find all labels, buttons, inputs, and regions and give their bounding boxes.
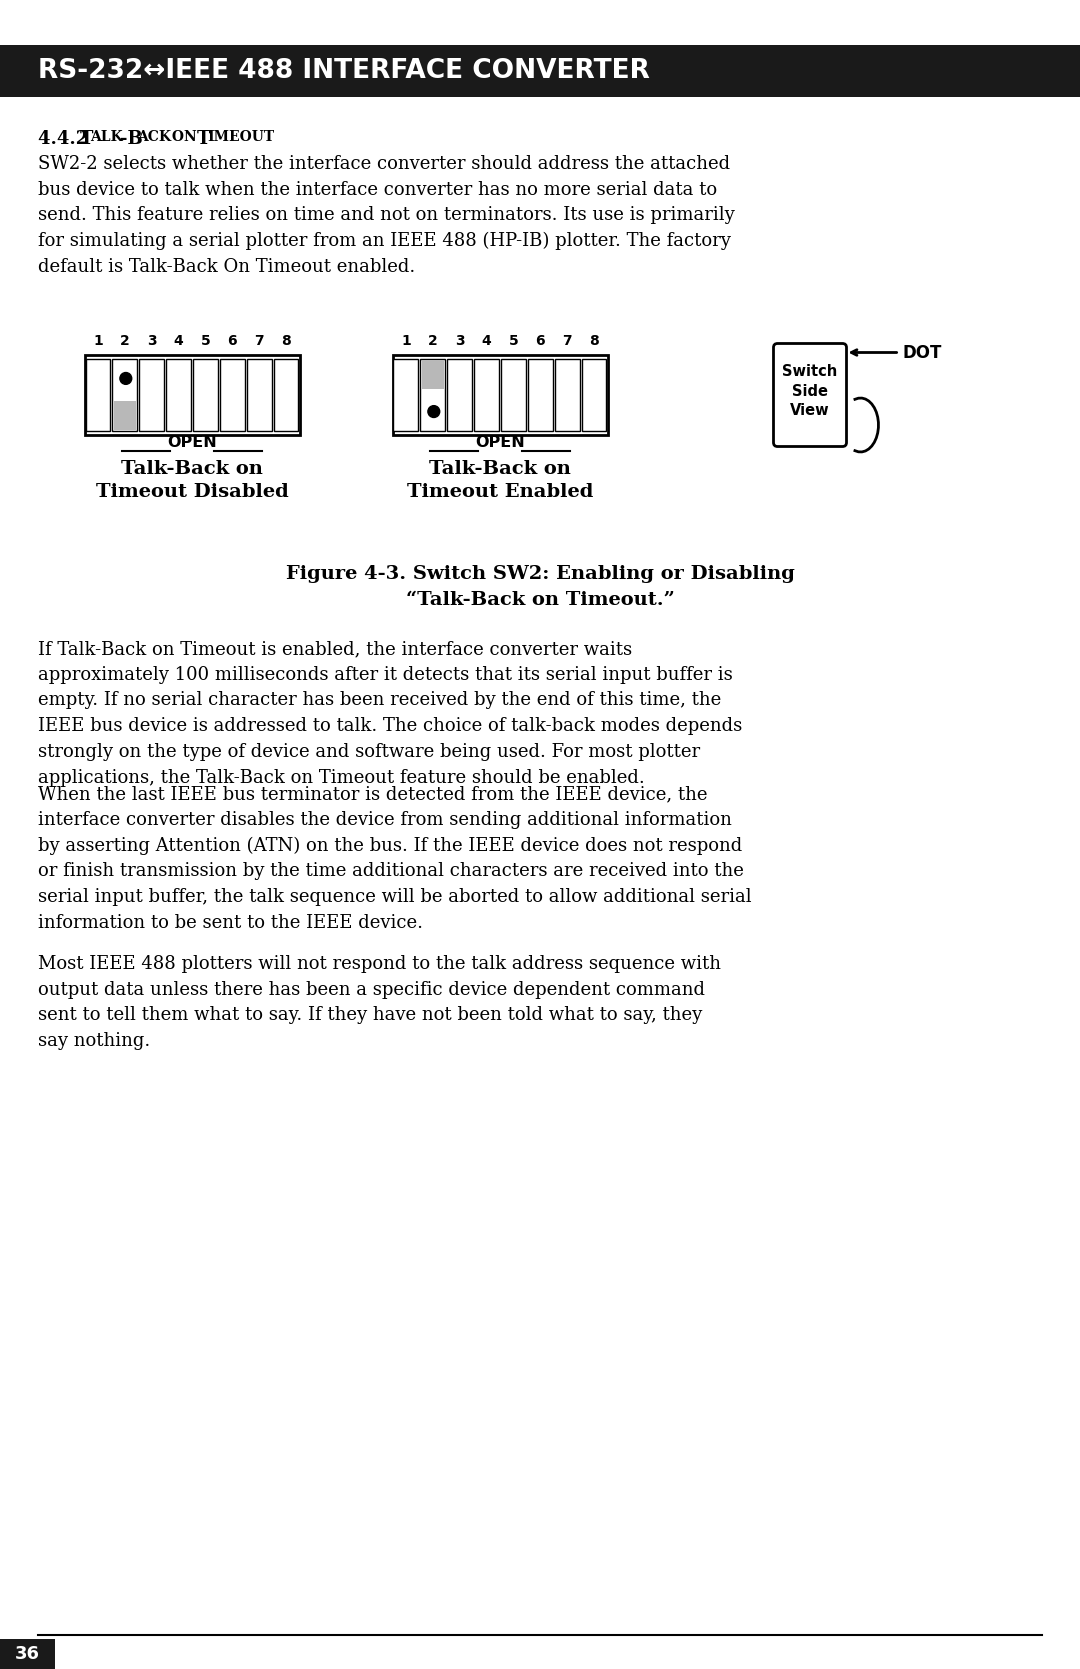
Bar (447, 359, 472, 431)
Text: 8: 8 (281, 334, 291, 349)
Bar (393, 359, 418, 431)
Text: Figure 4-3. Switch SW2: Enabling or Disabling: Figure 4-3. Switch SW2: Enabling or Disa… (285, 566, 795, 582)
Text: Talk-Back on
Timeout Disabled: Talk-Back on Timeout Disabled (96, 461, 288, 501)
Text: 3: 3 (147, 334, 157, 349)
Bar (220, 359, 245, 431)
Text: 3: 3 (455, 334, 464, 349)
Bar (555, 359, 580, 431)
Text: OPEN: OPEN (167, 436, 217, 451)
Text: -B: -B (120, 130, 143, 149)
Text: 2: 2 (428, 334, 437, 349)
Bar (420, 359, 445, 431)
Text: OPEN: OPEN (475, 436, 525, 451)
Text: DOT: DOT (903, 344, 942, 362)
Text: When the last IEEE bus terminator is detected from the IEEE device, the
interfac: When the last IEEE bus terminator is det… (38, 784, 752, 931)
Bar (0, 1639, 55, 1669)
Circle shape (120, 372, 132, 384)
Bar (246, 359, 272, 431)
Text: 4.4.2: 4.4.2 (38, 130, 95, 149)
Text: Talk-Back on
Timeout Enabled: Talk-Back on Timeout Enabled (407, 461, 593, 501)
Text: RS-232↔IEEE 488 INTERFACE CONVERTER: RS-232↔IEEE 488 INTERFACE CONVERTER (38, 58, 650, 83)
Bar (112, 359, 137, 431)
Text: 7: 7 (255, 334, 264, 349)
Bar (528, 359, 553, 431)
Bar (392, 355, 607, 436)
Bar (166, 359, 191, 431)
Bar (193, 359, 218, 431)
Text: Switch
Side
View: Switch Side View (782, 364, 838, 417)
Text: “Talk-Back on Timeout.”: “Talk-Back on Timeout.” (406, 591, 674, 609)
Text: 2: 2 (120, 334, 130, 349)
Bar (501, 359, 526, 431)
Text: IMEOUT: IMEOUT (207, 130, 274, 144)
Text: 5: 5 (509, 334, 518, 349)
Text: T: T (80, 130, 93, 149)
Text: If Talk-Back on Timeout is enabled, the interface converter waits
approximately : If Talk-Back on Timeout is enabled, the … (38, 639, 742, 786)
Text: ALK: ALK (90, 130, 123, 144)
Text: ON: ON (167, 130, 202, 144)
Bar (139, 359, 164, 431)
Text: T: T (197, 130, 211, 149)
Bar (84, 355, 299, 436)
Text: 36: 36 (15, 1646, 40, 1662)
Text: 7: 7 (563, 334, 572, 349)
Circle shape (428, 406, 440, 417)
Bar (114, 401, 136, 431)
Text: 5: 5 (201, 334, 211, 349)
Text: 8: 8 (590, 334, 599, 349)
Text: SW2-2 selects whether the interface converter should address the attached
bus de: SW2-2 selects whether the interface conv… (38, 155, 734, 275)
Bar (273, 359, 298, 431)
Bar (582, 359, 607, 431)
FancyBboxPatch shape (773, 344, 847, 447)
Bar (85, 359, 110, 431)
Text: 4: 4 (482, 334, 491, 349)
Text: ACK: ACK (137, 130, 171, 144)
Bar (474, 359, 499, 431)
Text: 4: 4 (174, 334, 184, 349)
Text: 6: 6 (228, 334, 238, 349)
Text: Most IEEE 488 plotters will not respond to the talk address sequence with
output: Most IEEE 488 plotters will not respond … (38, 955, 721, 1050)
Bar (0, 45, 1080, 97)
Text: 1: 1 (93, 334, 103, 349)
Text: 1: 1 (401, 334, 410, 349)
Bar (422, 361, 444, 389)
Text: 6: 6 (536, 334, 545, 349)
